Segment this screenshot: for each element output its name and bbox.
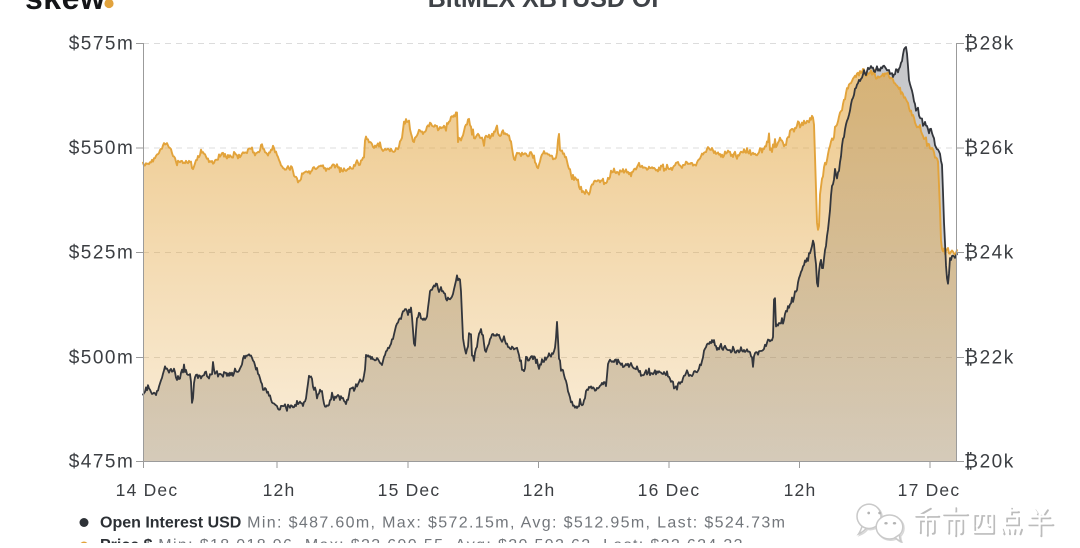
svg-text:$550m: $550m <box>69 138 135 159</box>
svg-text:₿22k: ₿22k <box>964 348 1015 369</box>
svg-text:₿26k: ₿26k <box>964 138 1015 159</box>
svg-text:$475m: $475m <box>69 452 135 473</box>
svg-text:Open Interest USD Min: $487.60: Open Interest USD Min: $487.60m, Max: $5… <box>100 515 786 532</box>
svg-text:12h: 12h <box>784 480 817 500</box>
svg-text:₿24k: ₿24k <box>964 243 1015 264</box>
svg-text:skew: skew <box>25 0 105 16</box>
svg-text:BitMEX XBTUSD OI: BitMEX XBTUSD OI <box>428 0 659 13</box>
svg-text:$525m: $525m <box>69 243 135 264</box>
svg-text:₿20k: ₿20k <box>964 452 1015 473</box>
svg-text:12h: 12h <box>263 480 296 500</box>
svg-text:16 Dec: 16 Dec <box>638 480 701 500</box>
svg-text:₿28k: ₿28k <box>964 34 1015 55</box>
svg-text:15 Dec: 15 Dec <box>378 480 441 500</box>
svg-text:$575m: $575m <box>69 34 135 55</box>
svg-text:14 Dec: 14 Dec <box>116 480 179 500</box>
svg-text:17 Dec: 17 Dec <box>898 480 961 500</box>
svg-text:Price $ Min: $18,018.96, Max:: Price $ Min: $18,018.96, Max: $23,690.55… <box>100 537 744 543</box>
svg-text:$500m: $500m <box>69 348 135 369</box>
svg-text:12h: 12h <box>523 480 556 500</box>
